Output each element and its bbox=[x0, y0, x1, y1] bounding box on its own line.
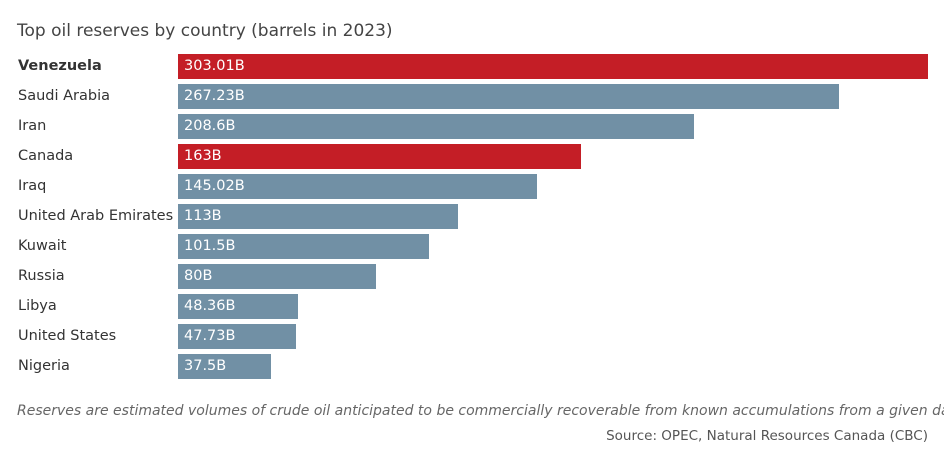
footnote: Reserves are estimated volumes of crude … bbox=[17, 403, 944, 419]
data-label: 303.01B bbox=[184, 58, 245, 74]
data-label: 267.23B bbox=[184, 88, 245, 104]
bar-united-arab-emirates bbox=[178, 204, 458, 229]
category-label: Russia bbox=[18, 268, 65, 284]
bar-kuwait bbox=[178, 234, 429, 259]
data-label: 208.6B bbox=[184, 118, 236, 134]
chart-title: Top oil reserves by country (barrels in … bbox=[17, 21, 393, 41]
data-label: 47.73B bbox=[184, 328, 236, 344]
category-label: Iraq bbox=[18, 178, 47, 194]
bar-united-states bbox=[178, 324, 296, 349]
bar-libya bbox=[178, 294, 298, 319]
data-label: 37.5B bbox=[184, 358, 227, 374]
source-credit: Source: OPEC, Natural Resources Canada (… bbox=[606, 428, 928, 444]
data-label: 145.02B bbox=[184, 178, 245, 194]
data-label: 48.36B bbox=[184, 298, 236, 314]
category-label: Saudi Arabia bbox=[18, 88, 111, 104]
category-label: Libya bbox=[18, 298, 57, 314]
category-label: United States bbox=[18, 328, 117, 344]
data-label: 80B bbox=[184, 268, 213, 284]
bar-canada bbox=[178, 144, 581, 169]
bar-nigeria bbox=[178, 354, 271, 379]
bar-venezuela bbox=[178, 54, 928, 79]
category-label: Iran bbox=[18, 118, 47, 134]
bar-iraq bbox=[178, 174, 537, 199]
data-label: 163B bbox=[184, 148, 222, 164]
category-label: Kuwait bbox=[18, 238, 67, 254]
category-label: Venezuela bbox=[18, 58, 102, 74]
category-label: Nigeria bbox=[18, 358, 70, 374]
data-label: 113B bbox=[184, 208, 222, 224]
bar-saudi-arabia bbox=[178, 84, 839, 109]
data-label: 101.5B bbox=[184, 238, 236, 254]
category-label: Canada bbox=[18, 148, 74, 164]
category-label: United Arab Emirates bbox=[18, 208, 174, 224]
bar-russia bbox=[178, 264, 376, 289]
bar-iran bbox=[178, 114, 694, 139]
